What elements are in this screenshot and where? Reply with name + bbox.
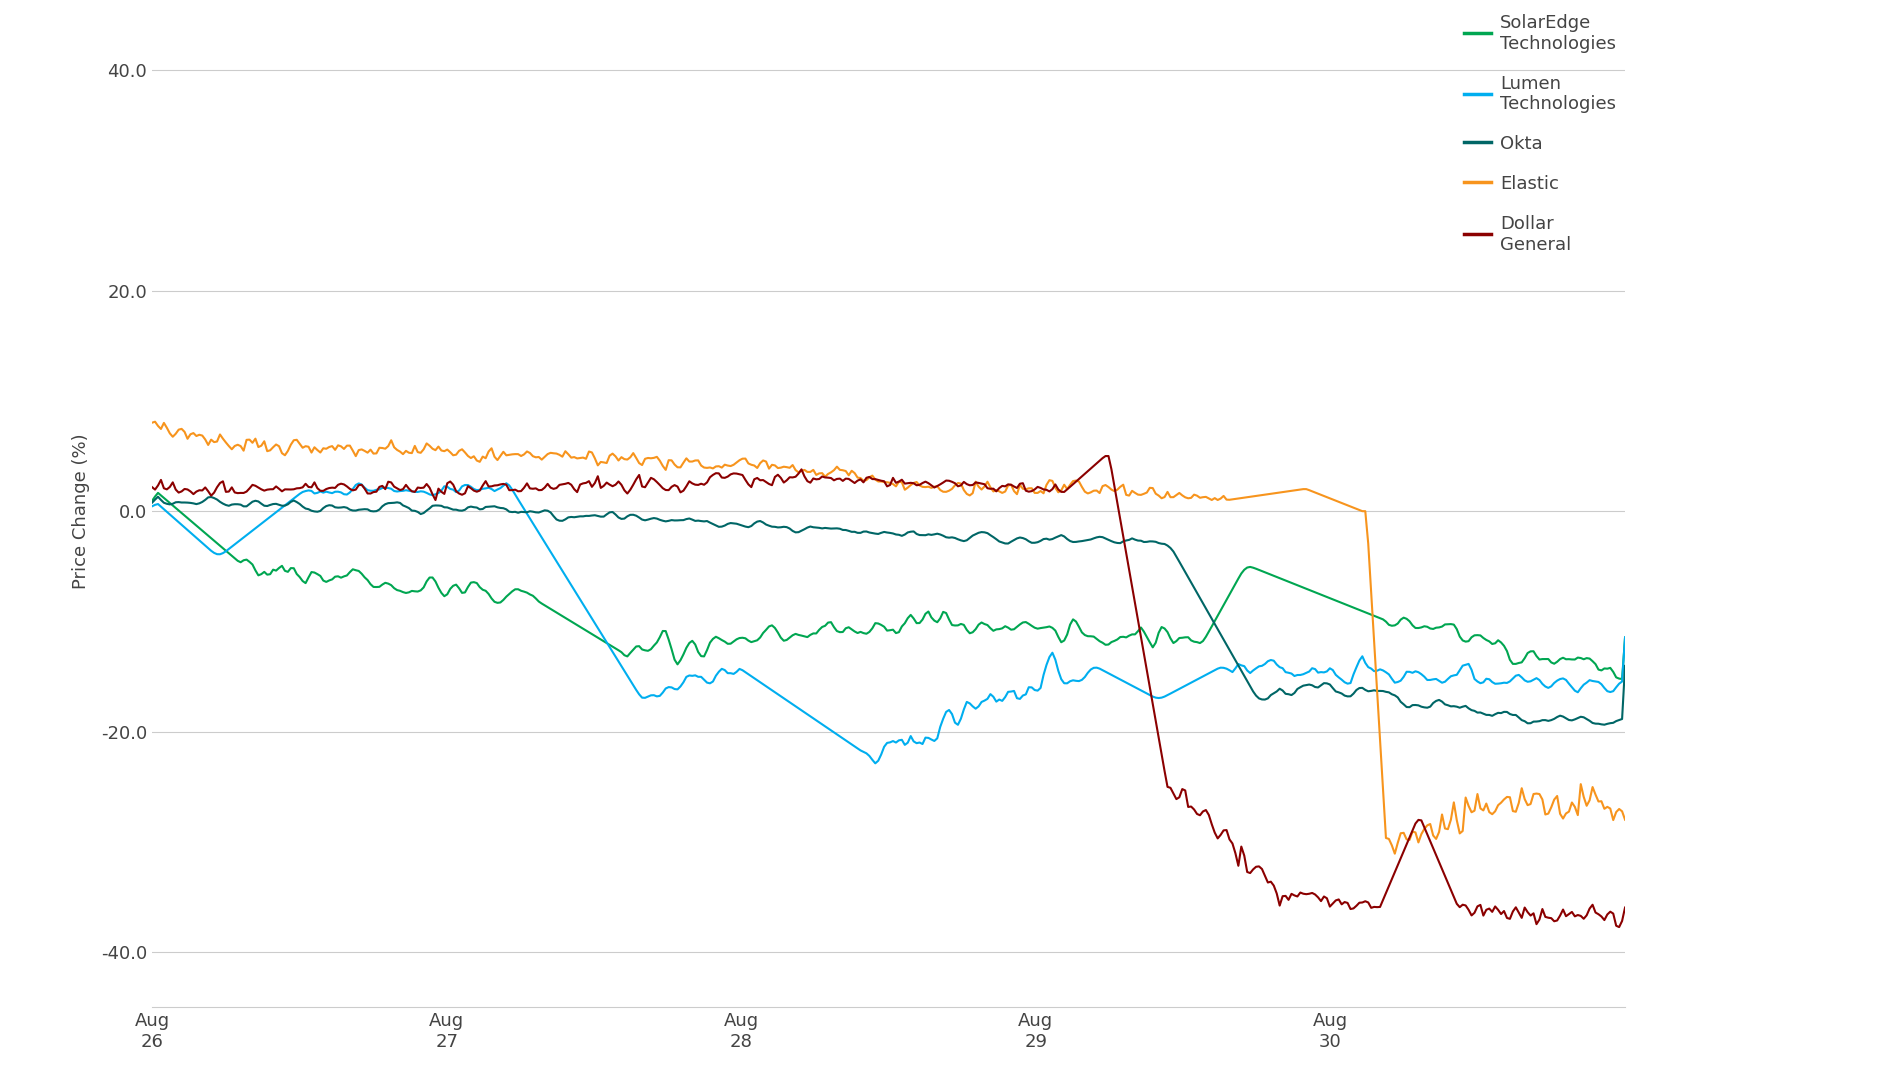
Lumen
Technologies xyxy=(1585,675,1608,688)
Dollar
General xyxy=(1352,897,1375,909)
SolarEdge
Technologies xyxy=(940,618,963,631)
Dollar
General xyxy=(1608,921,1631,934)
Lumen
Technologies xyxy=(844,740,866,753)
Okta xyxy=(1020,536,1043,549)
SolarEdge
Technologies xyxy=(1612,673,1634,685)
Legend: SolarEdge
Technologies, Lumen
Technologies, Okta, Elastic, Dollar
General: SolarEdge Technologies, Lumen Technologi… xyxy=(1464,14,1615,254)
Lumen
Technologies xyxy=(865,757,887,770)
SolarEdge
Technologies xyxy=(851,627,874,640)
Line: Okta: Okta xyxy=(152,497,1625,725)
Elastic xyxy=(1384,847,1407,860)
Okta xyxy=(1581,716,1604,729)
Dollar
General xyxy=(849,473,872,486)
Okta xyxy=(1352,681,1375,694)
Okta xyxy=(851,526,874,538)
Okta xyxy=(844,526,866,538)
SolarEdge
Technologies xyxy=(1352,604,1375,617)
Elastic xyxy=(144,416,167,429)
Dollar
General xyxy=(1018,485,1041,498)
Elastic xyxy=(844,467,866,480)
Y-axis label: Price Change (%): Price Change (%) xyxy=(72,434,89,589)
Dollar
General xyxy=(1581,899,1604,911)
Lumen
Technologies xyxy=(851,745,874,758)
Lumen
Technologies xyxy=(1354,657,1376,669)
Lumen
Technologies xyxy=(944,716,967,729)
Okta xyxy=(940,531,963,544)
SolarEdge
Technologies xyxy=(146,486,169,499)
Lumen
Technologies xyxy=(495,477,518,489)
Elastic xyxy=(140,417,163,430)
Elastic xyxy=(1613,813,1636,826)
Dollar
General xyxy=(1094,450,1117,463)
Elastic xyxy=(1585,788,1608,801)
Lumen
Technologies xyxy=(140,500,163,513)
SolarEdge
Technologies xyxy=(844,625,866,637)
Dollar
General xyxy=(840,474,863,487)
SolarEdge
Technologies xyxy=(1581,655,1604,667)
Okta xyxy=(140,497,163,510)
Dollar
General xyxy=(1613,901,1636,914)
Elastic xyxy=(1020,482,1043,495)
Okta xyxy=(146,490,169,503)
Line: Dollar
General: Dollar General xyxy=(152,456,1625,927)
Dollar
General xyxy=(140,481,163,494)
Okta xyxy=(1613,660,1636,673)
Line: Elastic: Elastic xyxy=(152,422,1625,854)
SolarEdge
Technologies xyxy=(140,495,163,507)
Line: Lumen
Technologies: Lumen Technologies xyxy=(152,483,1625,763)
Elastic xyxy=(940,483,963,496)
SolarEdge
Technologies xyxy=(1613,631,1636,644)
Elastic xyxy=(1352,505,1375,518)
Lumen
Technologies xyxy=(1613,631,1636,644)
Okta xyxy=(1593,718,1615,731)
Elastic xyxy=(851,474,874,487)
Dollar
General xyxy=(939,474,961,487)
Line: SolarEdge
Technologies: SolarEdge Technologies xyxy=(152,492,1625,679)
SolarEdge
Technologies xyxy=(1020,619,1043,632)
Lumen
Technologies xyxy=(1024,683,1047,696)
